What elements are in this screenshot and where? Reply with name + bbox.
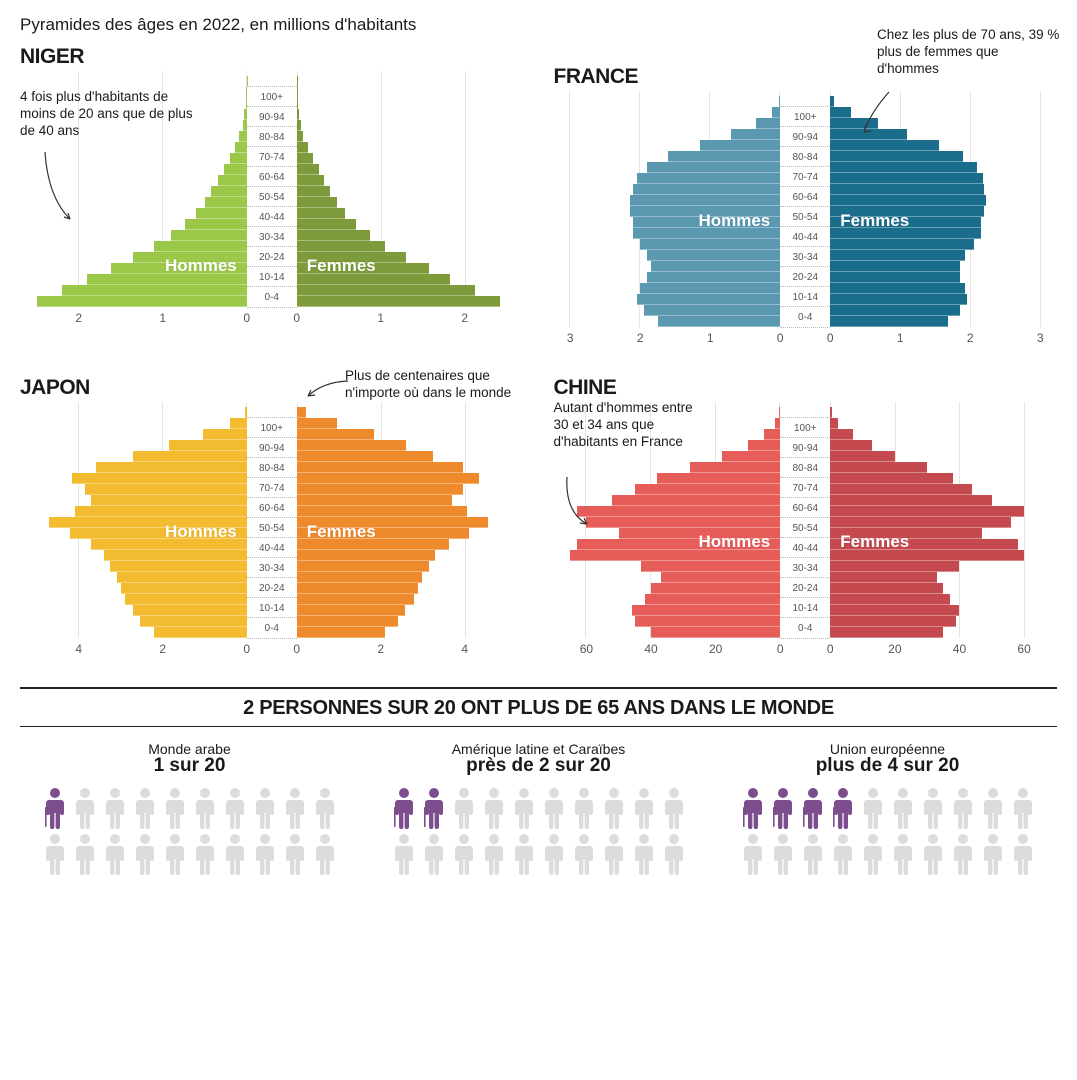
person-icon (801, 833, 825, 875)
person-icon (43, 833, 67, 875)
person-icon (482, 787, 506, 829)
person-icon (1011, 833, 1035, 875)
person-icon (771, 833, 795, 875)
person-icon (662, 787, 686, 829)
divider (20, 726, 1057, 727)
annotation-france: Chez les plus de 70 ans, 39 % plus de fe… (877, 27, 1062, 78)
person-icon (133, 787, 157, 829)
person-icon (891, 833, 915, 875)
person-icon (951, 833, 975, 875)
person-icon (512, 833, 536, 875)
pyramid-niger: NIGER 4 fois plus d'habitants de moins d… (20, 45, 524, 351)
person-icon (283, 833, 307, 875)
person-icon (981, 833, 1005, 875)
person-icon (163, 787, 187, 829)
divider (20, 687, 1057, 689)
person-icon (981, 787, 1005, 829)
person-icon (452, 787, 476, 829)
person-icon (921, 833, 945, 875)
person-icon (253, 787, 277, 829)
person-icon (602, 833, 626, 875)
person-icon (602, 787, 626, 829)
country-label: CHINE (554, 376, 1058, 400)
country-label: NIGER (20, 45, 524, 69)
person-icon (741, 787, 765, 829)
person-icon (73, 833, 97, 875)
ratio-group: Monde arabe 1 sur 20 (30, 741, 349, 875)
person-icon (632, 833, 656, 875)
ratio-group: Amérique latine et Caraïbes près de 2 su… (379, 741, 698, 875)
person-icon (542, 787, 566, 829)
pyramid-japon: JAPON Plus de centenaires que n'importe … (20, 376, 524, 662)
person-icon (133, 833, 157, 875)
person-icon (921, 787, 945, 829)
person-icon (771, 787, 795, 829)
annotation-chine: Autant d'hommes entre 30 et 34 ans que d… (554, 400, 704, 451)
person-icon (313, 833, 337, 875)
person-icon (831, 787, 855, 829)
person-icon (572, 787, 596, 829)
person-icon (861, 787, 885, 829)
pyramid-chine: CHINE Autant d'hommes entre 30 et 34 ans… (554, 376, 1058, 662)
person-icon (73, 787, 97, 829)
bottom-headline: 2 PERSONNES SUR 20 ONT PLUS DE 65 ANS DA… (20, 697, 1057, 720)
person-icon (662, 833, 686, 875)
pyramid-grid: NIGER 4 fois plus d'habitants de moins d… (20, 45, 1057, 662)
person-icon (741, 833, 765, 875)
person-icon (313, 787, 337, 829)
person-icon (223, 833, 247, 875)
person-icon (283, 787, 307, 829)
person-icon (163, 833, 187, 875)
person-icon (392, 833, 416, 875)
person-icon (801, 787, 825, 829)
person-icon (632, 787, 656, 829)
annotation-niger: 4 fois plus d'habitants de moins de 20 a… (20, 89, 200, 140)
ratio-group: Union européenne plus de 4 sur 20 (728, 741, 1047, 875)
person-icon (43, 787, 67, 829)
person-icon (831, 833, 855, 875)
person-icon (392, 787, 416, 829)
person-icon (193, 787, 217, 829)
person-icon (103, 833, 127, 875)
person-icon (891, 787, 915, 829)
person-icon (572, 833, 596, 875)
person-icon (422, 787, 446, 829)
person-icon (1011, 787, 1035, 829)
person-icon (103, 787, 127, 829)
person-icon (861, 833, 885, 875)
annotation-japon: Plus de centenaires que n'importe où dan… (345, 368, 515, 402)
person-icon (193, 833, 217, 875)
person-icon (223, 787, 247, 829)
person-icon (512, 787, 536, 829)
person-icon (542, 833, 566, 875)
person-icon (452, 833, 476, 875)
person-icon (951, 787, 975, 829)
person-icon (253, 833, 277, 875)
person-icon (422, 833, 446, 875)
ratios-row: Monde arabe 1 sur 20 Amérique latine et … (20, 741, 1057, 875)
pyramid-france: Chez les plus de 70 ans, 39 % plus de fe… (554, 45, 1058, 351)
person-icon (482, 833, 506, 875)
